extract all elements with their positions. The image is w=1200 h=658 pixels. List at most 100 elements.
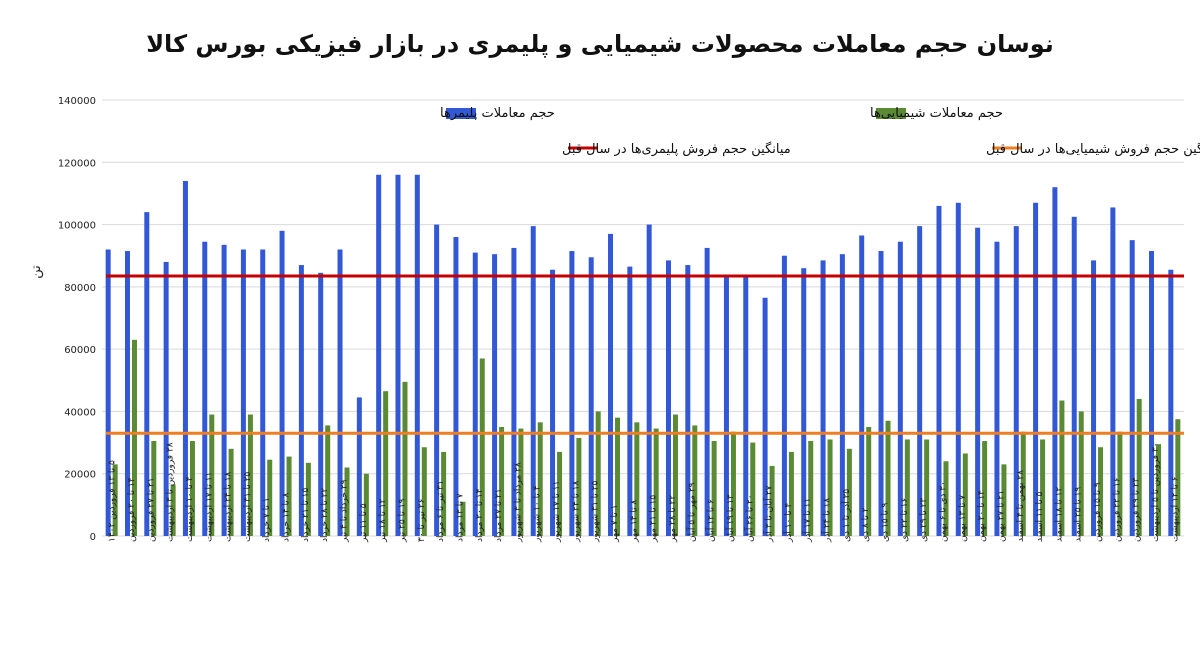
bar-chemical [209, 414, 215, 536]
bar-polymer [955, 202, 961, 536]
bar-chemical [537, 422, 543, 536]
bar-chemical [325, 425, 331, 536]
x-tick-label: ۱۸ تا ۲۴ آذر [821, 498, 833, 543]
x-tick-label: ۱۱ تا ۱۷ آذر [801, 498, 813, 543]
bar-chemical [788, 451, 794, 536]
x-tick-label: ۵ تا ۱۳ فروردین ۱۴۰۲ [108, 460, 118, 542]
x-tick-label: ۲۰ تا ۲۶ آبان [743, 494, 755, 542]
x-tick-label: ۱۶ تا ۲۲ فروردین [1112, 477, 1122, 542]
bar-polymer [124, 251, 130, 537]
x-tick-label: ۲ تا ۸ دی [861, 507, 871, 542]
bar-polymer [414, 174, 420, 537]
x-tick-label: ۲۱ تا ۲۷ بهمن [996, 490, 1006, 542]
bar-chemical [634, 422, 640, 536]
x-tick-label: ۸ تا ۱۴ خرداد [282, 492, 292, 542]
x-tick-label: ۱۱ تا ۱۷ اردیبهشت [204, 472, 214, 542]
bar-chemical [1175, 419, 1181, 536]
bar-polymer [1149, 251, 1155, 537]
bar-polymer [395, 174, 401, 537]
x-tick-label: ۲۳ تا ۲۹ دی [919, 498, 929, 542]
bar-chemical [247, 414, 253, 536]
legend-swatch-polymer [446, 108, 476, 119]
legend-label-polymer-avg: میانگین حجم فروش پلیمری‌ها در سال قبل [562, 141, 791, 157]
bar-chemical [151, 441, 157, 536]
y-tick-label: 100000 [58, 221, 96, 232]
x-tick-label: ۱ تا ۷ خرداد [262, 497, 272, 542]
bar-chemical [808, 441, 814, 536]
x-tick-label: ۳۱ تیر تا ۶ مرداد [436, 480, 446, 542]
bar-polymer [878, 251, 884, 537]
bar-polymer [260, 249, 266, 537]
bar-polymer [781, 255, 787, 536]
legend-item-chemical-avg: میانگین حجم فروش شیمیایی‌ها در سال قبل [986, 141, 1200, 157]
bar-chemical [1059, 400, 1065, 536]
x-tick-label: ۲۱ تا ۲۷ مرداد [494, 489, 504, 542]
y-tick-label: 60000 [64, 345, 96, 356]
bar-polymer [936, 205, 942, 536]
bar-polymer [337, 249, 343, 537]
bar-polymer [762, 297, 768, 536]
bar-chemical [518, 428, 524, 536]
x-tick-label: ۲۱ تا ۲۷ فروردین [146, 478, 156, 543]
bar-polymer [665, 260, 671, 536]
x-tick-label: ۲۲ تا ۲۸ خرداد [320, 488, 330, 542]
bar-polymer [723, 275, 729, 536]
x-tick-label: ۱ تا ۷ مهر [610, 505, 620, 543]
legend-label-chemical: حجم معاملات شیمیایی‌ها [870, 106, 1003, 121]
bar-chemical [576, 437, 582, 536]
y-tick-label: 120000 [58, 158, 96, 169]
x-tick-label: ۲۸ بهمن تا ۴ اسفند [1016, 470, 1026, 542]
bar-chemical [170, 484, 176, 536]
bar-chemical [653, 428, 659, 536]
x-tick-label: ۱۹ تا ۲۵ اسفند [1074, 487, 1084, 542]
x-tick-label: ۲۷ آبان تا ۳ آذر [763, 485, 775, 543]
bar-chemical [1001, 464, 1007, 536]
chart-title: نوسان حجم معاملات محصولات شیمیایی و پلیم… [146, 30, 1054, 58]
legend-item-chemical: حجم معاملات شیمیایی‌ها [870, 106, 1003, 121]
bar-chemical [479, 358, 485, 536]
bar-chemical [1020, 431, 1026, 536]
x-tick-label: ۵ تا ۱۱ تیر [359, 503, 369, 543]
bar-chemical [441, 451, 447, 536]
legend-label-polymer: حجم معاملات پلیمرها [440, 106, 555, 121]
x-tick-label: ۱۶ تا ۲۲ دی [900, 498, 910, 542]
bar-chemical [730, 431, 736, 536]
bar-chemical [924, 439, 930, 536]
bar-chemical [750, 442, 756, 536]
bar-chemical [402, 381, 408, 536]
bar-polymer [627, 266, 633, 536]
bar-polymer [492, 254, 498, 536]
x-tick-label: ۱۱ تا ۱۷ شهریور [552, 481, 562, 543]
y-axis-ticks: 0 20000 40000 60000 80000 100000 120000 140000 [58, 96, 96, 543]
x-tick-label: ۲۲ تا ۲۸ مهر [668, 495, 678, 543]
bar-polymer [472, 252, 478, 536]
bar-polymer [975, 227, 981, 536]
x-tick-label: ۲۹ مهر تا ۵ آبان [685, 482, 697, 542]
legend-swatch-chemical [876, 108, 906, 119]
bar-polymer [356, 397, 362, 536]
legend-label-chemical-avg: میانگین حجم فروش شیمیایی‌ها در سال قبل [986, 141, 1200, 157]
bar-chemical [711, 441, 717, 536]
bar-polymer [897, 241, 903, 536]
y-tick-label: 40000 [64, 407, 96, 418]
bar-polymer [202, 241, 208, 536]
x-tick-label: ۸ تا ۱۴ مهر [629, 500, 639, 543]
bar-polymer [318, 272, 324, 536]
bar-chemical [383, 391, 389, 536]
bar-chemical [228, 448, 234, 536]
y-tick-label: 140000 [58, 96, 96, 107]
bar-polymer [820, 260, 826, 536]
x-tick-label: ۳۰ دی تا ۶ بهمن [938, 481, 948, 542]
bar-polymer [550, 269, 556, 536]
legend-item-polymer: حجم معاملات پلیمرها [440, 106, 555, 121]
bar-polymer [859, 235, 865, 536]
x-tick-label: ۱۴ تا ۲۰ مرداد [475, 488, 485, 542]
bar-chemical [267, 459, 273, 536]
bar-chemical [595, 411, 601, 536]
bar-chemical [943, 461, 949, 536]
y-tick-label: 20000 [64, 470, 96, 481]
bar-polymer [453, 237, 459, 536]
bar-chemical [460, 501, 466, 536]
bar-polymer [279, 230, 285, 537]
